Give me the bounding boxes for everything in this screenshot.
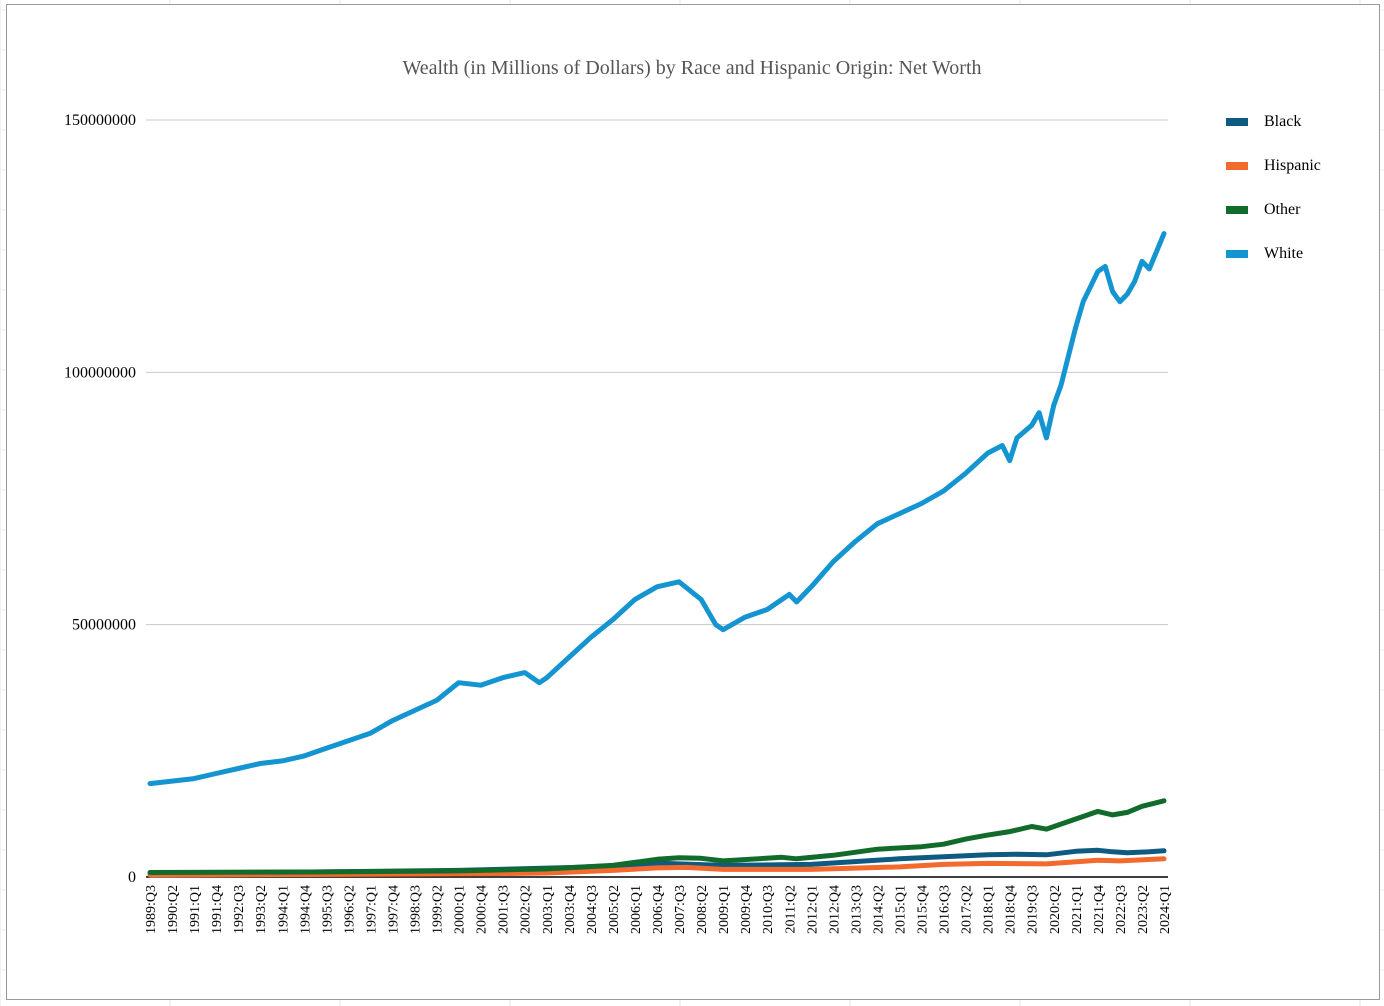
y-tick-label: 100000000 <box>64 364 136 381</box>
legend: Black Hispanic Other White <box>1226 113 1321 262</box>
x-tick-label: 2005:Q2 <box>607 885 622 934</box>
legend-label-hispanic: Hispanic <box>1264 157 1321 174</box>
gridlines <box>146 119 1168 626</box>
chart-title: Wealth (in Millions of Dollars) by Race … <box>402 57 981 79</box>
x-tick-label: 1992:Q3 <box>232 885 247 934</box>
x-tick-label: 1998:Q3 <box>409 885 424 934</box>
x-tick-label: 1991:Q4 <box>210 885 225 934</box>
chart-frame <box>6 4 1380 1000</box>
x-tick-label: 2018:Q4 <box>1004 885 1019 934</box>
x-tick-label: 2010:Q3 <box>761 885 776 934</box>
legend-swatch-black <box>1226 118 1248 126</box>
x-tick-label: 1997:Q1 <box>364 885 379 934</box>
x-tick-label: 1994:Q4 <box>298 885 313 934</box>
x-tick-label: 2021:Q4 <box>1092 885 1107 934</box>
x-tick-label: 2003:Q4 <box>563 885 578 934</box>
x-tick-label: 1996:Q2 <box>342 885 357 934</box>
x-tick-label: 2020:Q2 <box>1048 885 1063 934</box>
x-tick-label: 2001:Q3 <box>497 885 512 934</box>
x-tick-label: 2015:Q1 <box>893 885 908 934</box>
x-tick-label: 2004:Q3 <box>585 885 600 934</box>
x-tick-label: 2017:Q2 <box>960 885 975 934</box>
x-tick-label: 2011:Q2 <box>783 885 798 933</box>
x-tick-label: 2014:Q2 <box>871 885 886 934</box>
series-line-hispanic <box>147 856 1167 878</box>
x-tick-label: 2022:Q3 <box>1114 885 1129 934</box>
x-tick-label: 2003:Q1 <box>541 885 556 934</box>
x-tick-label: 2012:Q4 <box>827 885 842 934</box>
x-tick-label: 2016:Q3 <box>938 885 953 934</box>
x-tick-label: 1991:Q1 <box>188 885 203 934</box>
y-tick-label: 50000000 <box>72 617 136 634</box>
legend-swatch-other <box>1226 206 1248 214</box>
x-tick-label: 1995:Q3 <box>320 885 335 934</box>
x-tick-label: 1994:Q1 <box>276 885 291 934</box>
x-tick-label: 2006:Q1 <box>629 885 644 934</box>
legend-swatch-white <box>1226 250 1248 258</box>
y-tick-label: 0 <box>128 869 136 886</box>
x-tick-label: 2013:Q3 <box>849 885 864 934</box>
x-tick-label: 2024:Q1 <box>1158 885 1173 934</box>
x-tick-label: 2015:Q4 <box>916 885 931 934</box>
x-tick-label: 1993:Q2 <box>254 885 269 934</box>
legend-label-other: Other <box>1264 201 1301 218</box>
x-tick-label: 1999:Q2 <box>431 885 446 934</box>
x-tick-label: 1990:Q2 <box>166 885 181 934</box>
x-tick-label: 2019:Q3 <box>1026 885 1041 934</box>
series-line-other <box>147 798 1167 875</box>
x-tick-label: 2021:Q1 <box>1070 885 1085 934</box>
y-axis-ticks: 0 50000000 100000000 150000000 <box>64 112 136 886</box>
legend-label-black: Black <box>1264 113 1301 130</box>
legend-label-white: White <box>1264 245 1303 262</box>
x-tick-label: 1989:Q3 <box>144 885 159 934</box>
x-tick-label: 2000:Q1 <box>453 885 468 934</box>
y-tick-label: 150000000 <box>64 112 136 129</box>
x-axis-ticks: 1989:Q3 1990:Q2 1991:Q1 1991:Q4 1992:Q3 1993:… <box>144 885 1173 934</box>
x-tick-label: 2009:Q4 <box>739 885 754 934</box>
x-tick-label: 2006:Q4 <box>651 885 666 934</box>
x-tick-label: 2002:Q2 <box>519 885 534 934</box>
x-tick-label: 2012:Q1 <box>805 885 820 934</box>
series-lines <box>147 231 1167 878</box>
x-tick-label: 2000:Q4 <box>475 885 490 934</box>
series-line-white <box>147 231 1167 787</box>
x-tick-label: 2007:Q3 <box>673 885 688 934</box>
x-tick-label: 2018:Q1 <box>982 885 997 934</box>
x-tick-label: 1997:Q4 <box>386 885 401 934</box>
x-tick-label: 2008:Q2 <box>695 885 710 934</box>
legend-swatch-hispanic <box>1226 162 1248 170</box>
x-tick-label: 2009:Q1 <box>717 885 732 934</box>
x-tick-label: 2023:Q2 <box>1136 885 1151 934</box>
